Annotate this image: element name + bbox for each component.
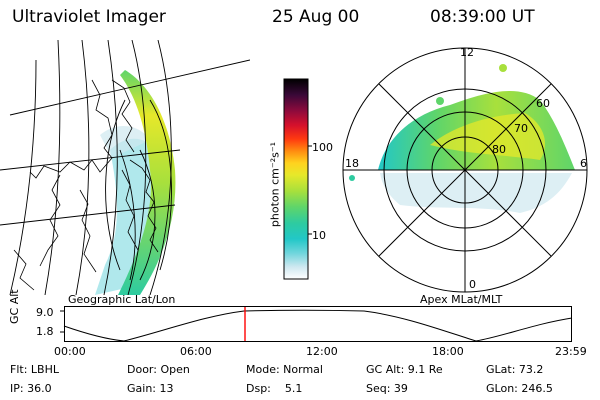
door-status: Door: Open xyxy=(127,363,190,376)
mlt-label-12: 12 xyxy=(460,46,474,59)
auroral-oval-band xyxy=(118,70,176,295)
map-content xyxy=(0,40,250,295)
intensity-colorbar xyxy=(283,78,312,280)
coastlines xyxy=(13,79,159,291)
gain-status: Gain: 13 xyxy=(127,382,174,395)
dayside-aurora-yellow xyxy=(430,113,545,160)
gc-altitude-status: GC Alt: 9.1 Re xyxy=(366,363,443,376)
altitude-plot xyxy=(60,306,573,342)
polar-emission xyxy=(349,64,575,213)
time-tick: 12:00 xyxy=(306,345,338,358)
time-tick: 23:59 xyxy=(555,345,587,358)
altitude-ylabel: GC Alt xyxy=(8,289,21,324)
emission-spot xyxy=(499,64,507,72)
time-tick: 18:00 xyxy=(432,345,464,358)
latlon-grid xyxy=(0,40,250,295)
app-title: Ultraviolet Imager xyxy=(12,7,166,27)
time-tick: 00:00 xyxy=(54,345,86,358)
geographic-label: Geographic Lat/Lon xyxy=(68,293,176,306)
altitude-ytick-bottom: 1.8 xyxy=(36,325,54,338)
colorbar-tick-100: 100 xyxy=(312,141,333,154)
filter-status: Flt: LBHL xyxy=(10,363,59,376)
mlat-label-80: 80 xyxy=(492,143,506,156)
nightside-diffuse xyxy=(380,173,572,213)
dsp-status: Dsp: 5.1 xyxy=(246,382,303,395)
colorbar-unit-label: photon cm⁻²s⁻¹ xyxy=(268,141,282,228)
mlt-label-6: 6 xyxy=(580,157,587,170)
mlt-label-0: 0 xyxy=(469,278,476,291)
emission-spot xyxy=(349,175,355,181)
polar-plot xyxy=(342,47,588,293)
observation-date: 25 Aug 00 xyxy=(272,7,360,27)
geographic-map xyxy=(0,40,250,295)
emission-spot xyxy=(436,97,444,105)
colorbar-tick-10: 10 xyxy=(312,229,326,242)
mode-status: Mode: Normal xyxy=(246,363,323,376)
altitude-curve xyxy=(63,309,573,342)
glon-status: GLon: 246.5 xyxy=(486,382,553,395)
sequence-status: Seq: 39 xyxy=(366,382,408,395)
mlat-label-70: 70 xyxy=(514,122,528,135)
ip-status: IP: 36.0 xyxy=(10,382,52,395)
mlt-label-18: 18 xyxy=(345,157,359,170)
observation-time: 08:39:00 UT xyxy=(430,7,535,27)
time-tick: 06:00 xyxy=(180,345,212,358)
altitude-ytick-top: 9.0 xyxy=(36,306,54,319)
polar-label: Apex MLat/MLT xyxy=(420,293,503,306)
mlat-label-60: 60 xyxy=(536,97,550,110)
polar-grid xyxy=(342,47,588,293)
glat-status: GLat: 73.2 xyxy=(486,363,544,376)
